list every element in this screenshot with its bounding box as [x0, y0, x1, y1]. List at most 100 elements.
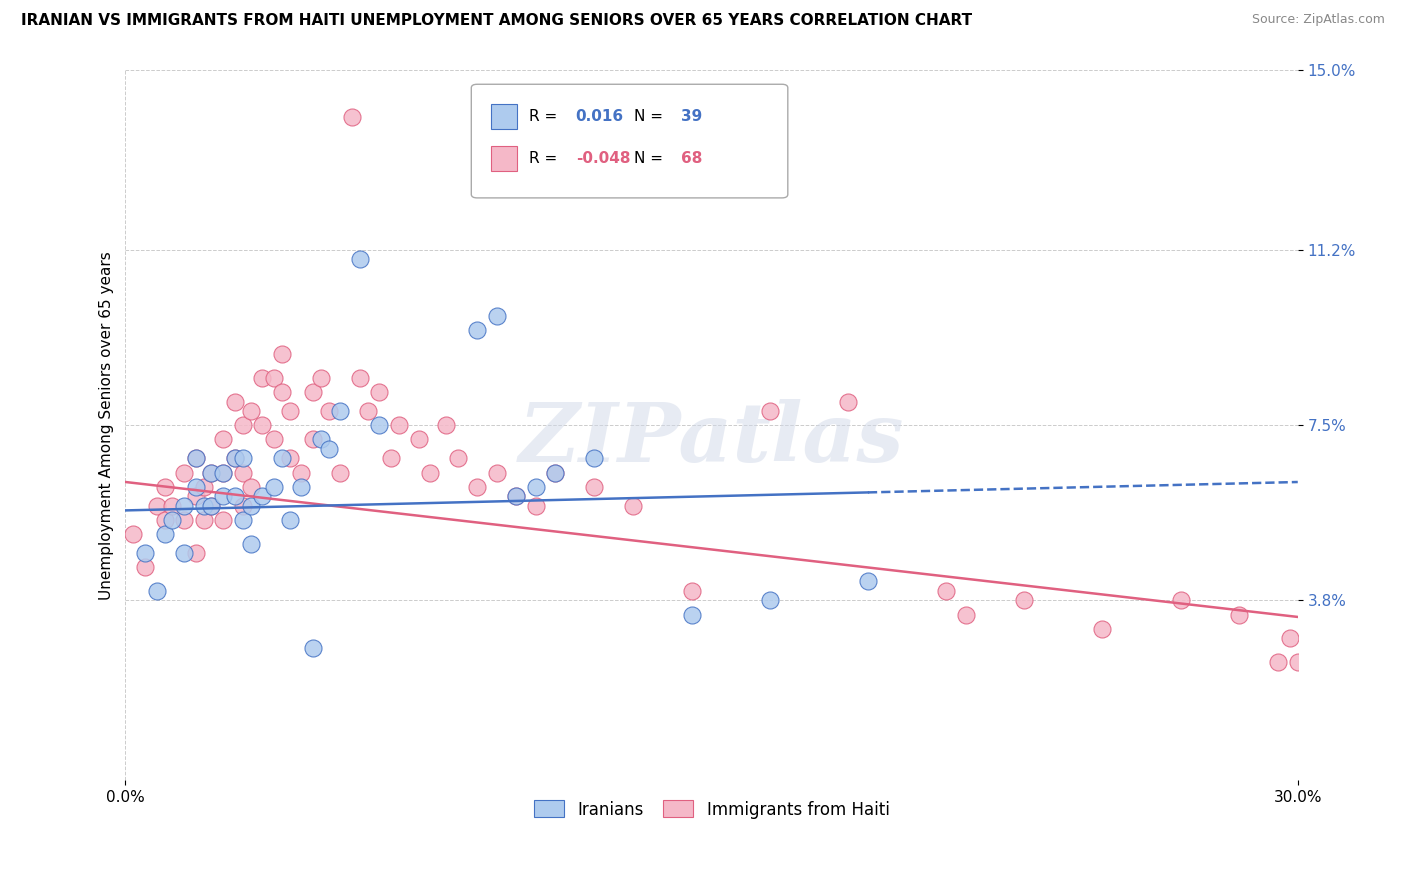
FancyBboxPatch shape — [471, 84, 787, 198]
Point — [145, 583, 167, 598]
Point — [212, 513, 235, 527]
Point — [290, 466, 312, 480]
FancyBboxPatch shape — [491, 103, 517, 128]
Point — [309, 433, 332, 447]
Point — [239, 480, 262, 494]
Point — [388, 418, 411, 433]
Point — [193, 499, 215, 513]
Point — [349, 371, 371, 385]
FancyBboxPatch shape — [491, 146, 517, 171]
Point — [1012, 593, 1035, 607]
Point — [122, 527, 145, 541]
Point — [583, 451, 606, 466]
Point — [239, 536, 262, 550]
Point — [162, 513, 184, 527]
Point — [252, 418, 274, 433]
Point — [212, 466, 235, 480]
Point — [270, 347, 292, 361]
Point — [200, 499, 222, 513]
Point — [302, 640, 325, 655]
Point — [1278, 632, 1301, 646]
Point — [252, 371, 274, 385]
Point — [681, 583, 703, 598]
Text: N =: N = — [634, 109, 668, 124]
Point — [837, 394, 859, 409]
Point — [524, 499, 547, 513]
Text: 0.016: 0.016 — [575, 109, 624, 124]
Point — [134, 546, 156, 560]
Point — [368, 418, 391, 433]
Point — [524, 480, 547, 494]
Point — [309, 371, 332, 385]
Legend: Iranians, Immigrants from Haiti: Iranians, Immigrants from Haiti — [527, 794, 896, 825]
Text: R =: R = — [529, 152, 562, 166]
Point — [184, 489, 207, 503]
Point — [232, 466, 254, 480]
Point — [681, 607, 703, 622]
Point — [224, 451, 246, 466]
Point — [153, 527, 176, 541]
Point — [193, 480, 215, 494]
Point — [505, 489, 527, 503]
Point — [290, 480, 312, 494]
Point — [465, 480, 488, 494]
Point — [184, 451, 207, 466]
Point — [1267, 655, 1289, 669]
Point — [212, 433, 235, 447]
Y-axis label: Unemployment Among Seniors over 65 years: Unemployment Among Seniors over 65 years — [100, 251, 114, 599]
Point — [302, 433, 325, 447]
Point — [759, 593, 782, 607]
Point — [200, 466, 222, 480]
Point — [349, 252, 371, 267]
Point — [173, 546, 195, 560]
Point — [434, 418, 457, 433]
Text: 39: 39 — [681, 109, 703, 124]
Text: 68: 68 — [681, 152, 703, 166]
Point — [193, 513, 215, 527]
Point — [340, 111, 363, 125]
Point — [1286, 655, 1309, 669]
Point — [239, 404, 262, 418]
Point — [212, 466, 235, 480]
Point — [145, 499, 167, 513]
Point — [583, 480, 606, 494]
Point — [446, 451, 468, 466]
Point — [153, 513, 176, 527]
Point — [329, 466, 352, 480]
Point — [232, 513, 254, 527]
Point — [465, 323, 488, 337]
Point — [224, 451, 246, 466]
Text: R =: R = — [529, 109, 562, 124]
Point — [278, 513, 301, 527]
Point — [544, 466, 567, 480]
Point — [1227, 607, 1250, 622]
Point — [263, 371, 285, 385]
Text: -0.048: -0.048 — [575, 152, 630, 166]
Text: ZIPatlas: ZIPatlas — [519, 400, 904, 479]
Point — [357, 404, 380, 418]
Point — [184, 480, 207, 494]
Point — [173, 499, 195, 513]
Point — [232, 499, 254, 513]
Point — [232, 451, 254, 466]
Point — [955, 607, 977, 622]
Point — [173, 513, 195, 527]
Point — [408, 433, 430, 447]
Point — [162, 499, 184, 513]
Point — [224, 489, 246, 503]
Point — [184, 546, 207, 560]
Text: N =: N = — [634, 152, 668, 166]
Point — [623, 499, 645, 513]
Point — [212, 489, 235, 503]
Point — [239, 499, 262, 513]
Point — [270, 385, 292, 400]
Point — [173, 466, 195, 480]
Point — [153, 480, 176, 494]
Point — [759, 404, 782, 418]
Point — [1091, 622, 1114, 636]
Point — [544, 466, 567, 480]
Point — [368, 385, 391, 400]
Point — [200, 499, 222, 513]
Point — [184, 451, 207, 466]
Point — [856, 574, 879, 589]
